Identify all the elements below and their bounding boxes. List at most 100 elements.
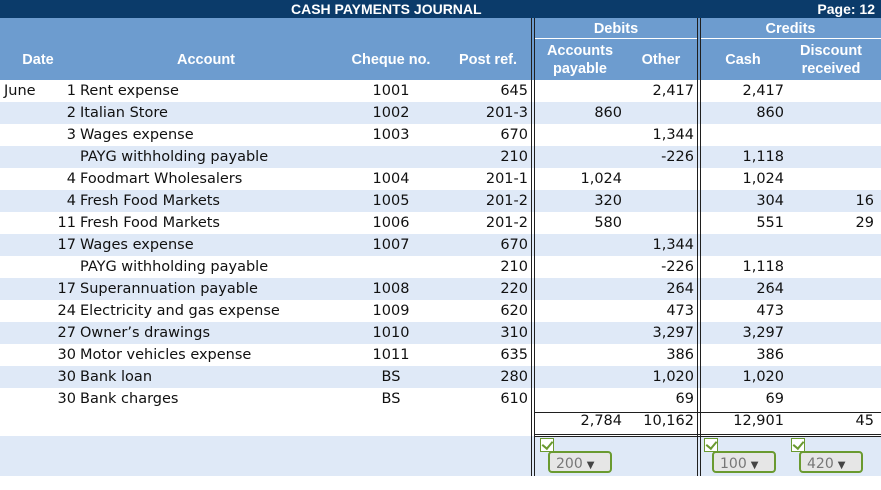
cell-cheque-no: 1008 [372,281,410,297]
cell-accounts-payable [534,366,622,388]
cell-day: 11 [57,215,76,231]
cell-account: Fresh Food Markets [80,193,220,209]
cell-cheque-no: BS [381,369,401,385]
totals-bottom-rule-2 [534,436,881,437]
cell-day: 17 [57,281,76,297]
table-row: 4 Fresh Food Markets 1005 201-2 320 304 16 [0,190,881,212]
column-divider [700,18,701,476]
cell-post-ref: 645 [500,83,528,99]
cell-cheque-no: 1003 [372,127,410,143]
cell-accounts-payable: 580 [594,215,622,231]
cell-cheque-no: 1002 [372,105,410,121]
totals-bottom-rule-1 [534,434,881,435]
header-discount-received-2: received [801,61,861,77]
cell-cash: 1,024 [742,171,784,187]
cell-other: 264 [666,281,694,297]
cell-discount-received [786,146,874,168]
cell-discount-received [786,168,874,190]
cell-discount-received [786,256,874,278]
cell-month: June [4,83,36,99]
cell-month [4,234,44,256]
cell-post-ref: 210 [500,149,528,165]
cell-discount-received [786,124,874,146]
cell-post-ref: 201-3 [485,105,528,121]
total-accounts-payable: 2,784 [580,413,622,429]
cell-other: 1,020 [652,369,694,385]
cell-other [626,212,694,234]
cell-month [4,344,44,366]
cell-discount-received [786,80,874,102]
cell-account: Bank loan [80,369,153,385]
cell-post-ref: 210 [500,259,528,275]
cell-month [4,278,44,300]
cell-cash [700,124,784,146]
cell-discount-received: 29 [855,215,874,231]
cell-month [4,124,44,146]
cell-cash: 386 [756,347,784,363]
table-row: 30 Motor vehicles expense 1011 635 386 386 [0,344,881,366]
cell-accounts-payable [534,300,622,322]
total-other: 10,162 [643,413,694,429]
cell-post-ref: 635 [500,347,528,363]
select-value: 100 [720,456,747,472]
cell-post-ref: 610 [500,391,528,407]
cell-accounts-payable [534,234,622,256]
table-row: 17 Superannuation payable 1008 220 264 264 [0,278,881,300]
cell-post-ref: 201-2 [485,215,528,231]
select-value: 200 [556,456,583,472]
cell-day: 27 [57,325,76,341]
cell-account: Italian Store [80,105,168,121]
cell-cash [700,234,784,256]
cell-discount-received [786,234,874,256]
cell-other [626,190,694,212]
cell-discount-received [786,344,874,366]
cell-accounts-payable [534,256,622,278]
column-divider [697,18,698,476]
cell-cash: 1,020 [742,369,784,385]
accounts-payable-post-ref-select[interactable]: 200 ▼ [548,451,612,473]
discount-post-ref-select[interactable]: 420 ▼ [799,451,863,473]
cell-account: Foodmart Wholesalers [80,171,243,187]
cell-cheque-no: 1010 [372,325,410,341]
cell-cash: 2,417 [742,83,784,99]
header-discount-received-1: Discount [799,43,863,59]
table-row: 17 Wages expense 1007 670 1,344 [0,234,881,256]
cell-account: PAYG withholding payable [80,149,269,165]
cell-account: Fresh Food Markets [80,215,220,231]
column-divider [531,18,532,476]
header-date: Date [22,52,54,68]
chevron-down-icon: ▼ [750,460,759,471]
cell-cheque-no: 1011 [372,347,410,363]
cell-day [46,256,76,278]
cell-other: -226 [661,259,694,275]
select-value: 420 [807,456,834,472]
cell-cash: 860 [756,105,784,121]
totals-row: 2,784 10,162 12,901 45 [0,412,881,436]
cell-post-ref: 201-1 [485,171,528,187]
cell-month [4,322,44,344]
cell-discount-received [786,322,874,344]
cash-post-ref-select[interactable]: 100 ▼ [712,451,776,473]
cell-other: 69 [675,391,694,407]
cell-cash: 69 [765,391,784,407]
cell-day: 2 [66,105,76,121]
cell-post-ref: 280 [500,369,528,385]
cell-day: 30 [57,391,76,407]
cell-day: 3 [66,127,76,143]
cell-cash: 1,118 [742,149,784,165]
table-row: PAYG withholding payable 210 -226 1,118 [0,146,881,168]
cell-post-ref: 220 [500,281,528,297]
table-row: 2 Italian Store 1002 201-3 860 860 [0,102,881,124]
table-row: 4 Foodmart Wholesalers 1004 201-1 1,024 1,024 [0,168,881,190]
cell-cash: 473 [756,303,784,319]
cell-cheque-no: BS [381,391,401,407]
cell-account: Bank charges [80,391,179,407]
cell-day: 4 [66,171,76,187]
cell-post-ref: 670 [500,127,528,143]
cell-accounts-payable [534,388,622,410]
journal-title: CASH PAYMENTS JOURNAL [291,1,482,17]
cell-accounts-payable: 320 [594,193,622,209]
cell-cheque-no: 1009 [372,303,410,319]
header-post-ref: Post ref. [458,52,517,68]
cell-cheque-no: 1006 [372,215,410,231]
